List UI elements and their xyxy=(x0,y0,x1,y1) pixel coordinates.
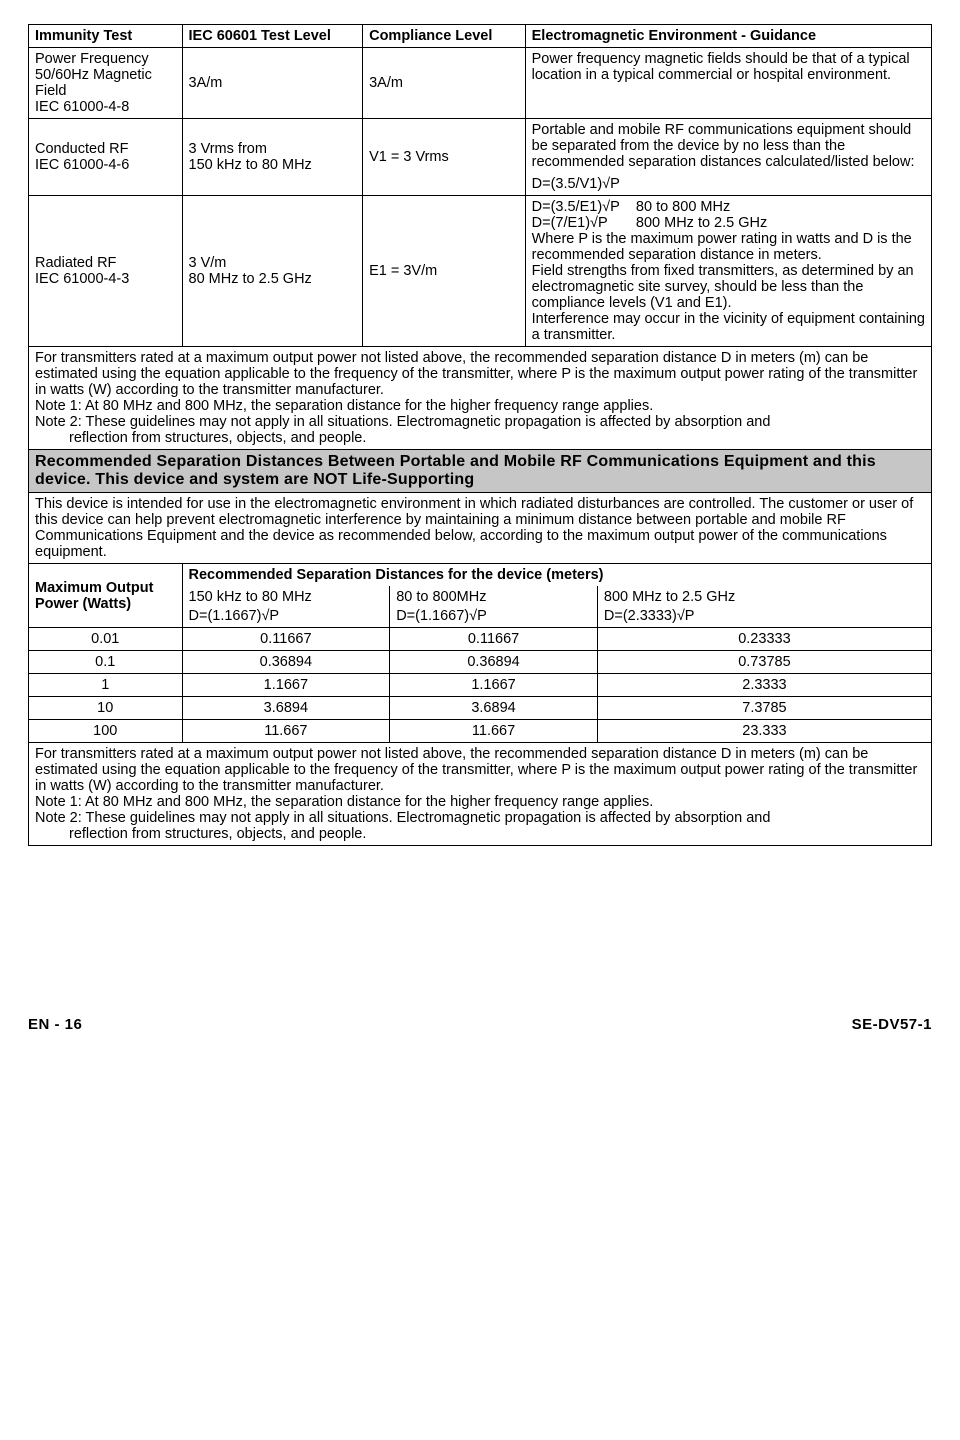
note-cell: For transmitters rated at a maximum outp… xyxy=(29,347,932,450)
footer-left: EN - 16 xyxy=(28,1016,82,1033)
cell: 0.73785 xyxy=(597,651,931,674)
table-row: Conducted RF IEC 61000-4-6 3 Vrms from 1… xyxy=(29,119,932,196)
cell-guidance: D=(3.5/E1)√P 80 to 800 MHz D=(7/E1)√P 80… xyxy=(525,196,931,347)
header-cell: Immunity Test xyxy=(29,25,183,48)
formula: D=(7/E1)√P xyxy=(532,215,608,231)
cell: 10 xyxy=(29,697,183,720)
dist-col: 80 to 800MHz D=(1.1667)√P xyxy=(390,586,598,628)
cell: 1.1667 xyxy=(182,674,390,697)
note-text-indent: reflection from structures, objects, and… xyxy=(35,430,925,446)
cell: 1 xyxy=(29,674,183,697)
cell-compliance: E1 = 3V/m xyxy=(363,196,526,347)
cell-guidance: Portable and mobile RF communications eq… xyxy=(525,119,931,196)
freq-range: 800 MHz to 2.5 GHz xyxy=(604,589,735,605)
cell: 0.36894 xyxy=(182,651,390,674)
immunity-test-table: Immunity Test IEC 60601 Test Level Compl… xyxy=(28,24,932,564)
note-text: For transmitters rated at a maximum outp… xyxy=(35,746,917,826)
intro-row: This device is intended for use in the e… xyxy=(29,493,932,564)
header-cell: Compliance Level xyxy=(363,25,526,48)
section-header-row: Recommended Separation Distances Between… xyxy=(29,450,932,493)
cell: 0.01 xyxy=(29,628,183,651)
header-cell: IEC 60601 Test Level xyxy=(182,25,363,48)
cell: 11.667 xyxy=(182,720,390,743)
guidance-text: Where P is the maximum power rating in w… xyxy=(532,231,912,263)
formula: D=(3.5/E1)√P xyxy=(532,199,620,215)
freq-range: 800 MHz to 2.5 GHz xyxy=(636,215,767,231)
note-cell: For transmitters rated at a maximum outp… xyxy=(29,743,932,846)
formula: D=(2.3333)√P xyxy=(604,608,695,624)
cell-testlevel: 3 Vrms from 150 kHz to 80 MHz xyxy=(182,119,363,196)
dist-col: 150 kHz to 80 MHz D=(1.1667)√P xyxy=(182,586,390,628)
cell-immunity: Conducted RF IEC 61000-4-6 xyxy=(29,119,183,196)
table-row: 100 11.667 11.667 23.333 xyxy=(29,720,932,743)
formula: D=(3.5/V1)√P xyxy=(532,176,620,192)
dist-title: Recommended Separation Distances for the… xyxy=(182,564,932,587)
formula: D=(1.1667)√P xyxy=(396,608,487,624)
cell-guidance: Power frequency magnetic fields should b… xyxy=(525,48,931,119)
footer-right: SE-DV57-1 xyxy=(852,1016,932,1033)
cell-compliance: V1 = 3 Vrms xyxy=(363,119,526,196)
separation-distance-table: Maximum Output Power (Watts) Recommended… xyxy=(28,563,932,846)
table-note-row: For transmitters rated at a maximum outp… xyxy=(29,743,932,846)
table-row: 1 1.1667 1.1667 2.3333 xyxy=(29,674,932,697)
cell: 0.11667 xyxy=(182,628,390,651)
table-row: 0.01 0.11667 0.11667 0.23333 xyxy=(29,628,932,651)
freq-range: 80 to 800MHz xyxy=(396,589,486,605)
cell: 0.23333 xyxy=(597,628,931,651)
cell: 0.11667 xyxy=(390,628,598,651)
page-footer: EN - 16 SE-DV57-1 xyxy=(28,1016,932,1033)
section-header: Recommended Separation Distances Between… xyxy=(29,450,932,493)
cell: 7.3785 xyxy=(597,697,931,720)
cell: 0.36894 xyxy=(390,651,598,674)
intro-cell: This device is intended for use in the e… xyxy=(29,493,932,564)
cell: 3.6894 xyxy=(182,697,390,720)
guidance-text: Field strengths from fixed transmitters,… xyxy=(532,263,914,311)
cell-testlevel: 3A/m xyxy=(182,48,363,119)
cell: 2.3333 xyxy=(597,674,931,697)
cell-testlevel: 3 V/m 80 MHz to 2.5 GHz xyxy=(182,196,363,347)
table-header-row: Immunity Test IEC 60601 Test Level Compl… xyxy=(29,25,932,48)
cell: 23.333 xyxy=(597,720,931,743)
cell: 3.6894 xyxy=(390,697,598,720)
cell-compliance: 3A/m xyxy=(363,48,526,119)
freq-range: 80 to 800 MHz xyxy=(636,199,730,215)
cell: 1.1667 xyxy=(390,674,598,697)
cell: 100 xyxy=(29,720,183,743)
freq-range: 150 kHz to 80 MHz xyxy=(189,589,312,605)
formula: D=(1.1667)√P xyxy=(189,608,280,624)
dist-col: 800 MHz to 2.5 GHz D=(2.3333)√P xyxy=(597,586,931,628)
cell-immunity: Radiated RF IEC 61000-4-3 xyxy=(29,196,183,347)
cell-immunity: Power Frequency 50/60Hz Magnetic Field I… xyxy=(29,48,183,119)
cell: 11.667 xyxy=(390,720,598,743)
note-text: For transmitters rated at a maximum outp… xyxy=(35,350,917,430)
note-text-indent: reflection from structures, objects, and… xyxy=(35,826,925,842)
table-row: 10 3.6894 3.6894 7.3785 xyxy=(29,697,932,720)
table-row: 0.1 0.36894 0.36894 0.73785 xyxy=(29,651,932,674)
power-label: Maximum Output Power (Watts) xyxy=(29,564,183,628)
dist-header-row: Maximum Output Power (Watts) Recommended… xyxy=(29,564,932,587)
cell: 0.1 xyxy=(29,651,183,674)
table-row: Radiated RF IEC 61000-4-3 3 V/m 80 MHz t… xyxy=(29,196,932,347)
header-cell: Electromagnetic Environment - Guidance xyxy=(525,25,931,48)
table-note-row: For transmitters rated at a maximum outp… xyxy=(29,347,932,450)
table-row: Power Frequency 50/60Hz Magnetic Field I… xyxy=(29,48,932,119)
guidance-text: Interference may occur in the vicinity o… xyxy=(532,311,925,343)
guidance-text: Portable and mobile RF communications eq… xyxy=(532,122,915,170)
